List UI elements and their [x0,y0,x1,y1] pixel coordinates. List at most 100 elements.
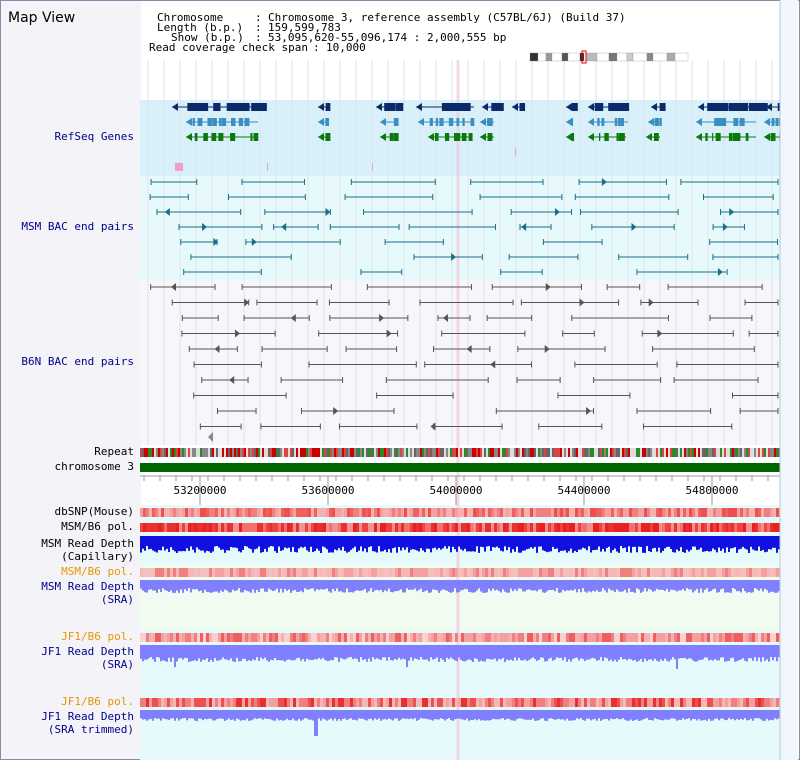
ideogram-band [646,52,654,62]
jf1-b6-pol2-cell [242,698,245,707]
gene-exon [598,118,600,126]
jf1-b6-pol-cell [611,633,614,642]
jf1-depth-sra-bar [398,645,400,658]
gene-strand-arrow [376,103,382,111]
msm-depth-cap-bar [160,536,162,551]
repeat-segment [276,448,278,457]
repeat-segment [320,448,322,457]
msm-b6-pol2-cell [719,568,722,577]
msm-b6-pol-cell [449,523,452,532]
msm-depth-cap-bar [174,536,176,552]
jf1-b6-pol2-cell [347,698,350,707]
dbsnp-cell [665,508,668,517]
jf1-b6-pol2-cell [743,698,746,707]
msm-depth-sra-bar [322,580,324,590]
jf1-depth-trim-bar [516,710,518,720]
jf1-depth-trim-bar [258,710,260,719]
jf1-depth-sra-bar [482,645,484,662]
msm-depth-sra-bar [676,580,678,592]
jf1-depth-sra-bar [254,645,256,661]
msm-depth-sra-bar [356,580,358,591]
track-label-msm-bac[interactable]: MSM BAC end pairs [21,220,134,233]
jf1-depth-trim-bar [470,710,472,720]
repeat-segment [576,448,578,457]
track-label-msm-depth-cap-2: (Capillary) [61,550,134,563]
jf1-b6-pol2-cell [209,698,212,707]
repeat-segment [678,448,680,457]
repeat-segment [586,448,588,457]
msm-b6-pol-cell [608,523,611,532]
jf1-depth-sra-bar [638,645,640,661]
msm-depth-sra-bar [574,580,576,590]
msm-b6-pol2-cell [755,568,758,577]
jf1-depth-sra-bar [346,645,348,659]
repeat-segment [764,448,766,457]
jf1-depth-trim-bar [678,710,680,720]
msm-depth-cap-bar [462,536,464,551]
msm-depth-cap-bar [328,536,330,553]
msm-depth-sra-bar [526,580,528,590]
msm-depth-cap-bar [162,536,164,547]
ideogram-band [551,52,563,62]
gene-exon [770,133,776,141]
msm-b6-pol2-cell [560,568,563,577]
track-label-b6n-bac[interactable]: B6N BAC end pairs [21,355,134,368]
msm-depth-sra-bar [416,580,418,592]
b6n-bac-arrow [544,345,550,353]
jf1-depth-trim-bar [186,710,188,721]
jf1-b6-pol2-cell [707,698,710,707]
msm-depth-cap-bar [558,536,560,553]
msm-depth-sra-bar [474,580,476,593]
track-label-refseq[interactable]: RefSeq Genes [54,130,134,143]
jf1-b6-pol2-cell [566,698,569,707]
jf1-b6-pol-cell [560,633,563,642]
ideogram-band [596,52,610,62]
jf1-b6-pol2-cell [302,698,305,707]
map-title: Map View [8,10,76,26]
repeat-segment [580,448,582,457]
jf1-depth-sra-bar [542,645,544,658]
repeat-segment [670,448,672,457]
jf1-b6-pol-cell [449,633,452,642]
jf1-b6-pol-cell [695,633,698,642]
jf1-depth-sra-bar [608,645,610,661]
msm-depth-cap-bar [244,536,246,547]
msm-depth-cap-bar [626,536,628,553]
repeat-segment [590,448,592,457]
jf1-depth-sra-bar [722,645,724,658]
msm-depth-sra-bar [268,580,270,589]
msm-depth-cap-bar [140,536,142,553]
repeat-segment [342,448,344,457]
msm-b6-pol-cell [320,523,323,532]
msm-b6-pol2-cell [578,568,581,577]
dbsnp-cell [710,508,713,517]
jf1-depth-trim-bar [762,710,764,721]
msm-b6-pol-cell [275,523,278,532]
msm-depth-cap-bar [156,536,158,553]
msm-bac-arrow [554,208,560,216]
jf1-depth-sra-bar [584,645,586,661]
jf1-depth-sra-bar [650,645,652,660]
msm-depth-sra-bar [230,580,232,593]
msm-b6-pol2-cell [263,568,266,577]
msm-depth-sra-bar [146,580,148,593]
msm-depth-cap-bar [460,536,462,550]
jf1-b6-pol-cell [392,633,395,642]
dbsnp-cell [245,508,248,517]
repeat-segment [556,448,558,457]
repeat-segment [404,448,406,457]
jf1-b6-pol2-cell [299,698,302,707]
jf1-depth-sra-bar [274,645,276,659]
jf1-depth-trim-bar [148,710,150,720]
jf1-b6-pol-cell [644,633,647,642]
jf1-depth-trim-bar [452,710,454,721]
jf1-depth-trim-bar [398,710,400,721]
msm-depth-cap-bar [422,536,424,551]
msm-depth-cap-bar [466,536,468,552]
msm-depth-cap-bar [648,536,650,552]
gene-exon [194,133,198,141]
gene-exon [653,133,657,141]
msm-depth-cap-bar [522,536,524,551]
jf1-depth-sra-bar [292,645,294,661]
